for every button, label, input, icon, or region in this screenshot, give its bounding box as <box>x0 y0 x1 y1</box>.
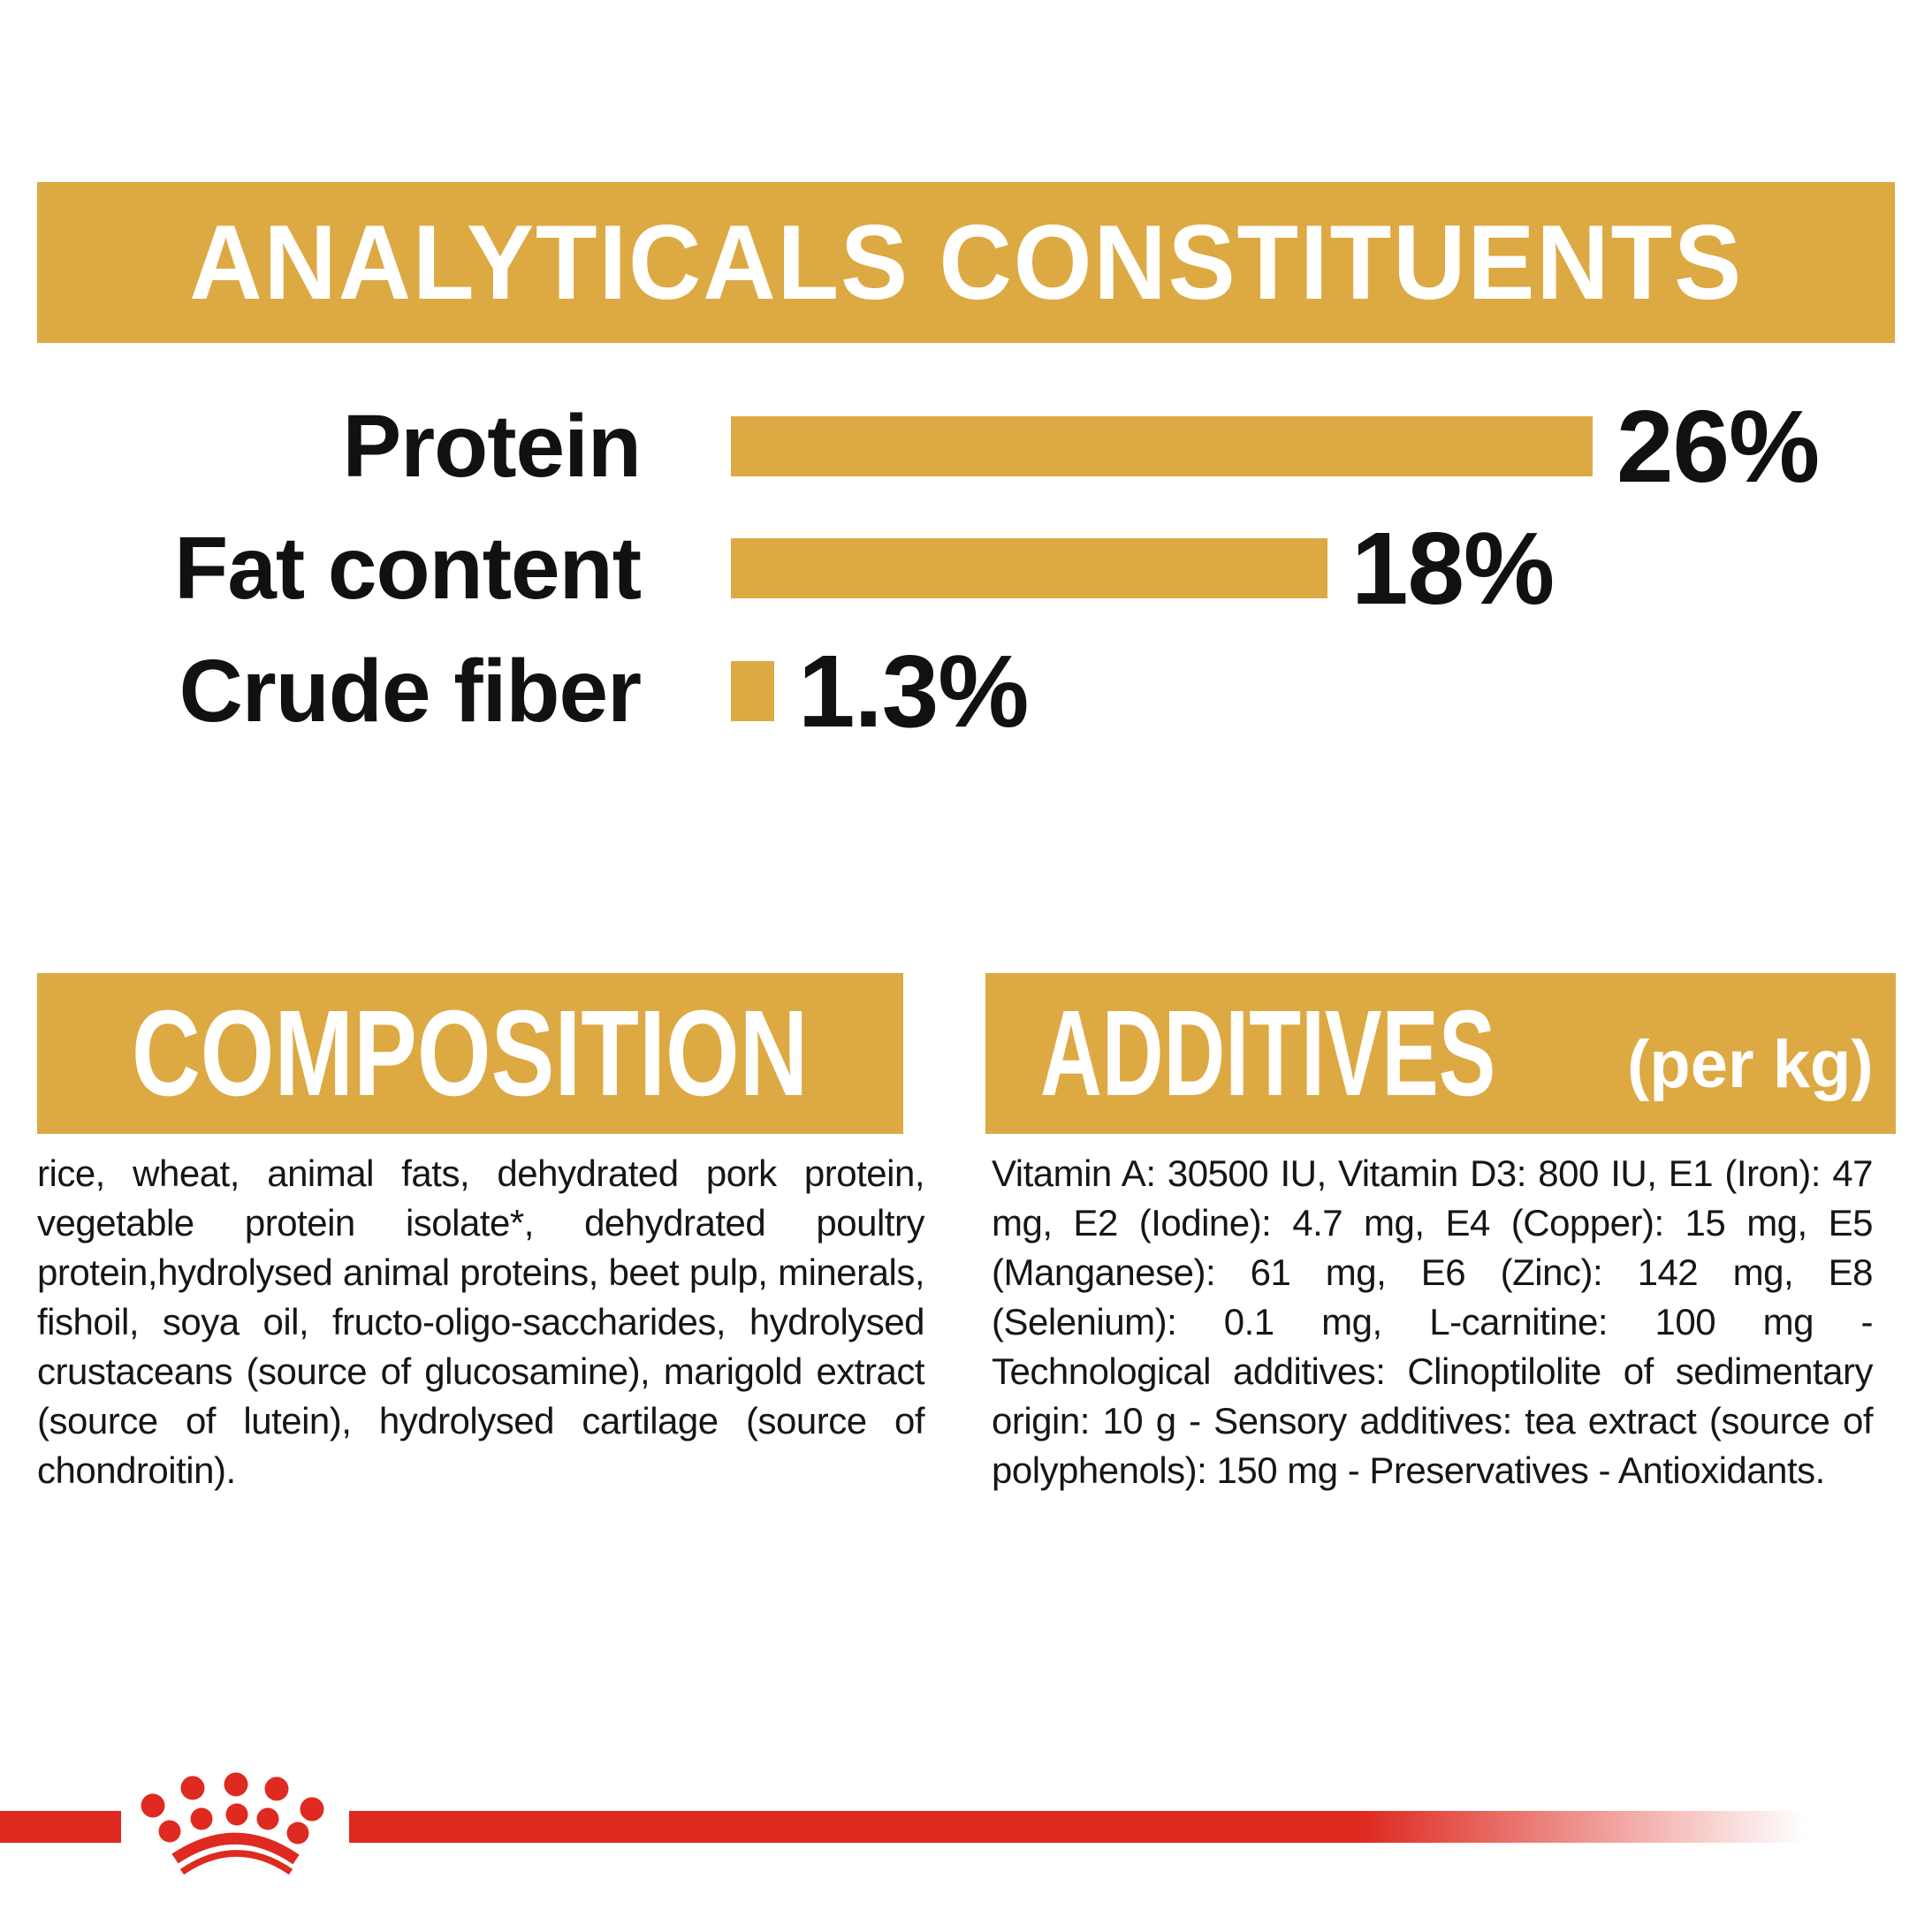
composition-banner: COMPOSITION <box>37 973 903 1134</box>
crown-base-arcs <box>171 1832 300 1875</box>
chart-row-protein: Protein 26% <box>0 395 1932 498</box>
additives-body-text: Vitamin A: 30500 IU, Vitamin D3: 800 IU,… <box>992 1152 1874 1491</box>
fat-content-value: 18% <box>1351 511 1555 626</box>
additives-title: ADDITIVES <box>1040 985 1496 1122</box>
protein-value: 26% <box>1616 389 1820 504</box>
analyticals-constituents-banner: ANALYTICALS CONSTITUENTS <box>37 182 1895 343</box>
fat-content-label: Fat content <box>174 519 642 618</box>
fat-content-bar <box>731 538 1327 598</box>
analyticals-constituents-title: ANALYTICALS CONSTITUENTS <box>189 203 1743 322</box>
protein-label: Protein <box>342 397 642 496</box>
chart-row-crude-fiber: Crude fiber 1.3% <box>0 640 1932 742</box>
chart-row-fat-content: Fat content 18% <box>0 517 1932 620</box>
crude-fiber-label: Crude fiber <box>179 642 642 741</box>
royal-canin-crown-logo <box>141 1772 324 1875</box>
composition-body-text: rice, wheat, animal fats, dehydrated por… <box>37 1152 925 1491</box>
crown-paw-pads <box>141 1772 324 1845</box>
additives-banner: ADDITIVES (per kg) <box>985 973 1896 1134</box>
footer-red-band-left <box>0 1811 121 1843</box>
crude-fiber-value: 1.3% <box>798 634 1029 749</box>
composition-title: COMPOSITION <box>132 985 809 1122</box>
protein-bar <box>731 416 1593 476</box>
crude-fiber-bar <box>731 661 774 721</box>
additives-per-kg-subtitle: (per kg) <box>1627 1027 1874 1102</box>
footer-red-band-right-fading <box>349 1811 1932 1843</box>
